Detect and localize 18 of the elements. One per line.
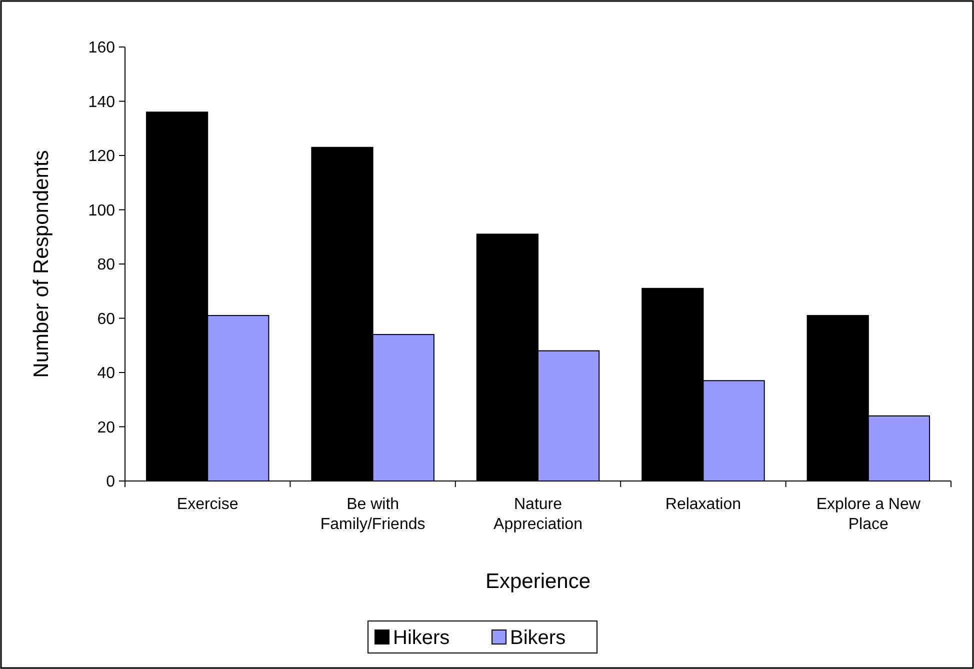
- y-tick-label: 160: [88, 40, 116, 57]
- legend-label: Bikers: [510, 627, 566, 649]
- x-tick-label: Be with Family/Friends: [320, 496, 426, 533]
- x-axis-title: Experience: [485, 570, 591, 593]
- y-tick-label: 120: [88, 148, 116, 166]
- y-tick-label: 80: [97, 256, 116, 274]
- y-tick-label: 40: [97, 365, 116, 382]
- y-tick-label: 20: [97, 419, 116, 436]
- x-tick-label: Relaxation: [665, 496, 742, 513]
- y-axis-title: Number of Respondents: [30, 150, 53, 378]
- y-tick-label: 0: [106, 474, 116, 491]
- x-tick-label: Explore a New Place: [816, 496, 921, 533]
- y-tick-label: 100: [88, 202, 116, 220]
- legend-label: Hikers: [393, 627, 450, 649]
- y-tick-label: 140: [88, 94, 116, 111]
- x-tick-label: Exercise: [176, 496, 238, 513]
- x-tick-label: Nature Appreciation: [494, 496, 582, 533]
- y-tick-label: 60: [97, 310, 116, 328]
